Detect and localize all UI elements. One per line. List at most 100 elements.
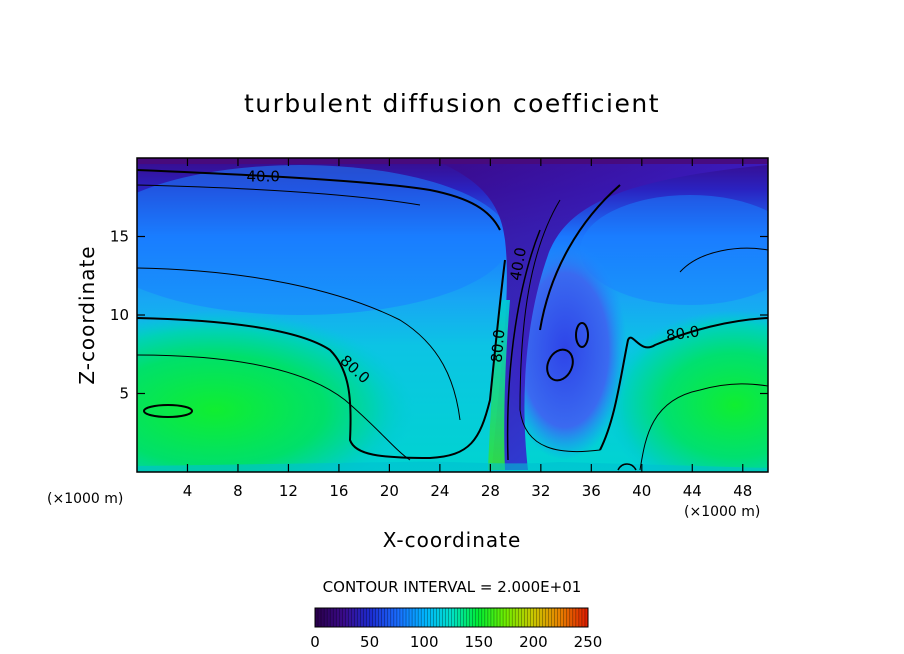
colorbar-cell [563,608,568,627]
colorbar-cell [481,608,486,627]
contour-label: 80.0 [488,329,509,364]
heatmap-field: 40.080.080.040.080.0 [137,158,768,472]
colorbar-cell [442,608,446,627]
colorbar-cell [366,608,370,627]
colorbar-cell [578,608,583,627]
colorbar-cell [533,608,537,627]
colorbar-cell [321,608,325,627]
y-tick-label: 15 [110,228,129,246]
colorbar-cell [348,608,352,627]
colorbar-cell [569,608,574,627]
x-axis: 4 8 12 16 20 24 28 32 36 40 44 48 [183,158,752,500]
colorbar-cell [484,608,489,627]
colorbar-cell [524,608,528,627]
contour-label: 40.0 [506,246,530,282]
colorbar-cell [336,608,340,627]
colorbar-cell [436,608,440,627]
colorbar-cell [500,608,504,627]
colorbar-cell [466,608,471,627]
colorbar-cell [487,608,492,627]
colorbar [314,607,589,628]
x-tick-label: 16 [329,482,348,500]
colorbar-cell [372,608,377,627]
colorbar-cell [439,608,443,627]
colorbar-cell [572,608,577,627]
colorbar-cell [415,608,419,627]
colorbar-cell [390,608,395,627]
colorbar-cell [363,608,367,627]
contour-label: 40.0 [246,168,279,186]
colorbar-cell [539,608,543,627]
x-tick-label: 24 [430,482,449,500]
colorbar-cell [530,608,534,627]
colorbar-cell [424,608,428,627]
colorbar-cell [375,608,380,627]
colorbar-cell [475,608,480,627]
colorbar-cell [327,608,331,627]
colorbar-cell [472,608,477,627]
colorbar-cell [396,608,401,627]
colorbar-cell [393,608,398,627]
y-tick-label: 5 [119,385,129,403]
colorbar-cell [330,608,334,627]
colorbar-cell [381,608,386,627]
colorbar-cell [542,608,546,627]
colorbar-cell [402,608,407,627]
x-axis-label: X-coordinate [383,528,522,552]
x-tick-label: 36 [582,482,601,500]
colorbar-cell [515,608,519,627]
colorbar-ticks: 0 50 100 150 200 250 [310,633,602,651]
colorbar-cell [478,608,483,627]
colorbar-frame [314,607,589,628]
x-tick-label: 8 [233,482,243,500]
colorbar-cell [430,608,434,627]
colorbar-cell [509,608,513,627]
colorbar-cell [560,608,565,627]
x-tick-label: 44 [683,482,702,500]
colorbar-cell [387,608,392,627]
colorbar-cell [490,608,495,627]
colorbar-cell [406,608,410,627]
chart-title: turbulent diffusion coefficient [244,89,660,118]
colorbar-cell [493,608,498,627]
colorbar-cell [584,608,589,627]
colorbar-cell [445,608,449,627]
colorbar-cell [351,608,355,627]
colorbar-cell [378,608,383,627]
colorbar-cell [545,608,549,627]
colorbar-cell [433,608,437,627]
colorbar-cell [418,608,422,627]
colorbar-cell [581,608,586,627]
y-axis: 5 10 15 [110,228,768,403]
colorbar-cell [551,608,556,627]
colorbar-cell [357,608,361,627]
colorbar-cell [497,608,501,627]
colorbar-cell [536,608,540,627]
colorbar-cell [345,608,349,627]
colorbar-cell [557,608,562,627]
x-tick-label: 12 [279,482,298,500]
colorbar-cell [548,608,552,627]
colorbar-cell [318,608,322,627]
colorbar-cell [315,608,319,627]
colorbar-cell [409,608,413,627]
colorbar-cell [527,608,531,627]
x-tick-label: 28 [481,482,500,500]
colorbar-cell [448,608,452,627]
colorbar-cell [521,608,525,627]
colorbar-tick-label: 0 [310,633,320,651]
colorbar-cell [333,608,337,627]
colorbar-tick-label: 150 [464,633,493,651]
x-tick-label: 40 [632,482,651,500]
y-tick-label: 10 [110,306,129,324]
x-unit-left: (×1000 m) [47,491,123,507]
colorbar-tick-label: 250 [574,633,603,651]
colorbar-cell [512,608,516,627]
colorbar-cell [457,608,461,627]
colorbar-cell [575,608,580,627]
colorbar-cell [384,608,389,627]
colorbar-cell [324,608,328,627]
colorbar-cell [451,608,455,627]
contour-interval-text: CONTOUR INTERVAL = 2.000E+01 [323,578,582,596]
